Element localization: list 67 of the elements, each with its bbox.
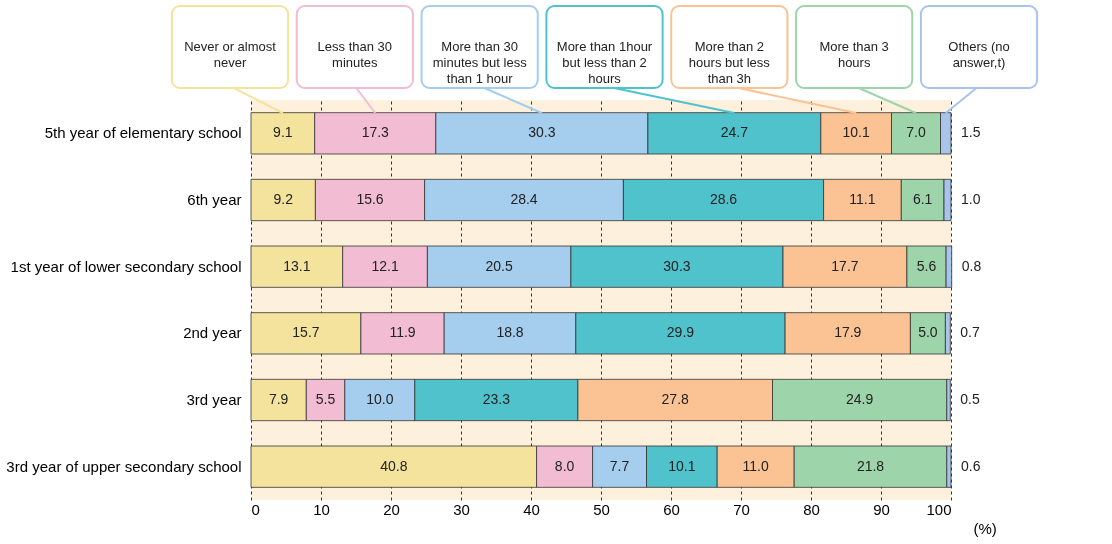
data-label: 30.3 [528,124,556,141]
data-label: 7.9 [268,391,289,407]
data-label: 10.1 [842,124,870,141]
data-label: 28.4 [510,191,538,207]
data-label: 6.1 [912,191,933,207]
x-tick-label: 60 [663,500,680,518]
data-label: 11.9 [389,324,416,341]
x-tick-label: 40 [523,500,540,518]
x-tick-label: 10 [313,500,330,518]
y-tick-label: 1st year of lower secondary school [10,257,242,275]
y-tick-label: 6th year [187,191,242,208]
text: Never or almost never [184,39,277,70]
text: More than 3 hours [819,39,889,70]
data-label: 18.8 [496,324,524,341]
x-tick-label: 80 [803,500,820,518]
y-tick-label: 3rd year of upper secondary school [6,457,242,475]
data-label: 9.1 [273,124,293,141]
data-label: 1.5 [961,124,981,141]
data-label: 27.8 [661,391,690,407]
x-tick-label: 90 [873,500,890,518]
data-label: 17.7 [831,257,859,274]
x-tick-label: 70 [733,500,750,518]
data-label: 7.0 [906,124,926,141]
data-label: 5.5 [315,391,336,407]
data-label: 21.8 [856,457,885,474]
x-axis-title: (%) [973,519,997,537]
data-label: 10.0 [366,391,394,407]
y-tick-label: 2nd year [183,324,242,342]
data-label: 11.1 [849,191,876,207]
data-label: 15.6 [356,191,384,207]
data-label: 30.3 [663,257,691,274]
data-label: 15.7 [292,324,320,341]
data-label: 17.3 [361,124,390,141]
text: More than 30 minutes but less than 1 hour [432,39,528,86]
data-label: 0.7 [960,324,980,341]
data-label: 12.1 [371,257,399,274]
x-tick-label: 50 [593,500,610,518]
text: Less than 30 minutes [317,39,393,70]
x-tick-label: 0 [251,500,260,518]
data-label: 40.8 [380,457,408,474]
text: More than 1hour but less than 2 hours [556,39,653,86]
data-label: 17.9 [834,324,862,341]
x-tick-label: 30 [453,500,470,518]
data-label: 7.7 [609,457,630,474]
text: More than 2 hours but less than 3h [688,39,771,86]
data-label: 24.7 [720,124,749,141]
data-label: 0.6 [961,457,981,474]
data-label: 29.9 [666,324,695,341]
data-label: 13.1 [283,257,311,274]
data-label: 11.0 [742,457,770,474]
text: Others (no answer,t) [948,39,1010,70]
data-label: 20.5 [485,257,513,274]
data-label: 0.8 [961,257,982,274]
data-label: 5.6 [916,257,937,274]
data-label: 5.0 [918,324,938,341]
x-tick-label: 100 [926,500,952,518]
data-label: 8.0 [554,457,575,474]
data-label: 28.6 [709,191,738,207]
data-label: 9.2 [273,191,294,207]
data-label: 1.0 [961,191,981,207]
data-label: 23.3 [482,391,511,407]
x-tick-label: 20 [383,500,400,518]
data-label: 0.5 [960,391,980,407]
y-tick-label: 3rd year [186,391,242,408]
y-tick-label: 5th year of elementary school [44,124,242,142]
data-label: 10.1 [668,457,696,474]
data-label: 24.9 [846,391,874,407]
